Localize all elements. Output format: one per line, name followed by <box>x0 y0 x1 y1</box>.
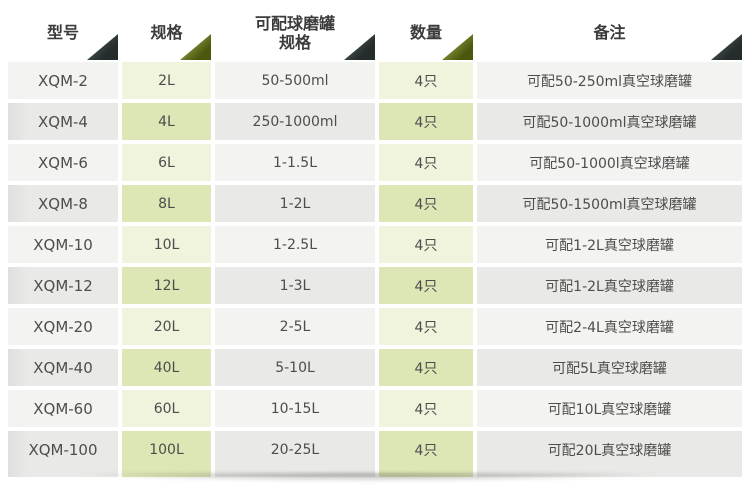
header-label-note: 备注 <box>593 23 626 43</box>
cell-spec: 10L <box>122 226 211 263</box>
header-cell-model: 型号 <box>8 8 118 60</box>
cell-model: XQM-40 <box>8 349 118 386</box>
header-corner-triangle <box>180 34 211 60</box>
header-label-quantity: 数量 <box>409 23 442 43</box>
header-cell-note: 备注 <box>477 8 742 60</box>
header-label-model: 型号 <box>46 23 79 43</box>
cell-spec: 100L <box>122 431 211 477</box>
cell-quantity: 4只 <box>379 390 473 427</box>
cell-spec: 40L <box>122 349 211 386</box>
cell-note: 可配50-250ml真空球磨罐 <box>477 62 742 99</box>
table-row: XQM-8 8L 1-2L 4只 可配50-1500ml真空球磨罐 <box>8 185 742 222</box>
table-row: XQM-12 12L 1-3L 4只 可配1-2L真空球磨罐 <box>8 267 742 304</box>
cell-note: 可配50-1000l真空球磨罐 <box>477 144 742 181</box>
header-corner-triangle <box>711 34 742 60</box>
header-corner-triangle <box>442 34 473 60</box>
cell-model: XQM-6 <box>8 144 118 181</box>
table-row: XQM-4 4L 250-1000ml 4只 可配50-1000ml真空球磨罐 <box>8 103 742 140</box>
cell-quantity: 4只 <box>379 431 473 477</box>
cell-model: XQM-10 <box>8 226 118 263</box>
header-cell-spec: 规格 <box>122 8 211 60</box>
header-cell-quantity: 数量 <box>379 8 473 60</box>
table-row: XQM-40 40L 5-10L 4只 可配5L真空球磨罐 <box>8 349 742 386</box>
cell-jar-spec: 1-2L <box>215 185 375 222</box>
cell-model: XQM-12 <box>8 267 118 304</box>
cell-jar-spec: 1-1.5L <box>215 144 375 181</box>
cell-note: 可配50-1500ml真空球磨罐 <box>477 185 742 222</box>
cell-model: XQM-60 <box>8 390 118 427</box>
cell-model: XQM-2 <box>8 62 118 99</box>
cell-quantity: 4只 <box>379 62 473 99</box>
cell-note: 可配50-1000ml真空球磨罐 <box>477 103 742 140</box>
cell-jar-spec: 50-500ml <box>215 62 375 99</box>
cell-spec: 4L <box>122 103 211 140</box>
table-row: XQM-20 20L 2-5L 4只 可配2-4L真空球磨罐 <box>8 308 742 345</box>
cell-quantity: 4只 <box>379 349 473 386</box>
table-drop-shadow <box>16 473 718 484</box>
cell-quantity: 4只 <box>379 144 473 181</box>
cell-jar-spec: 2-5L <box>215 308 375 345</box>
table-row: XQM-10 10L 1-2.5L 4只 可配1-2L真空球磨罐 <box>8 226 742 263</box>
cell-jar-spec: 10-15L <box>215 390 375 427</box>
cell-spec: 12L <box>122 267 211 304</box>
cell-spec: 2L <box>122 62 211 99</box>
cell-note: 可配1-2L真空球磨罐 <box>477 226 742 263</box>
cell-jar-spec: 1-2.5L <box>215 226 375 263</box>
header-corner-triangle <box>87 34 118 60</box>
cell-note: 可配2-4L真空球磨罐 <box>477 308 742 345</box>
table-row: XQM-6 6L 1-1.5L 4只 可配50-1000l真空球磨罐 <box>8 144 742 181</box>
header-row: 型号 规格 可配球磨罐 规格 数量 备注 <box>8 8 742 60</box>
cell-quantity: 4只 <box>379 185 473 222</box>
cell-spec: 60L <box>122 390 211 427</box>
cell-quantity: 4只 <box>379 103 473 140</box>
table-body: XQM-2 2L 50-500ml 4只 可配50-250ml真空球磨罐 XQM… <box>8 62 742 477</box>
cell-note: 可配5L真空球磨罐 <box>477 349 742 386</box>
cell-model: XQM-4 <box>8 103 118 140</box>
table-row: XQM-100 100L 20-25L 4只 可配20L真空球磨罐 <box>8 431 742 477</box>
table-row: XQM-2 2L 50-500ml 4只 可配50-250ml真空球磨罐 <box>8 62 742 99</box>
header-cell-jar-spec: 可配球磨罐 规格 <box>215 8 375 60</box>
cell-jar-spec: 250-1000ml <box>215 103 375 140</box>
cell-quantity: 4只 <box>379 308 473 345</box>
spec-table: 型号 规格 可配球磨罐 规格 数量 备注 XQM-2 2L 50-5 <box>8 8 742 477</box>
cell-spec: 8L <box>122 185 211 222</box>
cell-model: XQM-8 <box>8 185 118 222</box>
cell-quantity: 4只 <box>379 267 473 304</box>
cell-spec: 20L <box>122 308 211 345</box>
cell-note: 可配20L真空球磨罐 <box>477 431 742 477</box>
cell-model: XQM-100 <box>8 431 118 477</box>
cell-jar-spec: 1-3L <box>215 267 375 304</box>
cell-model: XQM-20 <box>8 308 118 345</box>
cell-jar-spec: 20-25L <box>215 431 375 477</box>
header-corner-triangle <box>344 34 375 60</box>
cell-note: 可配10L真空球磨罐 <box>477 390 742 427</box>
cell-spec: 6L <box>122 144 211 181</box>
cell-note: 可配1-2L真空球磨罐 <box>477 267 742 304</box>
cell-jar-spec: 5-10L <box>215 349 375 386</box>
header-label-jar-spec: 可配球磨罐 规格 <box>254 13 335 52</box>
header-label-spec: 规格 <box>150 23 183 43</box>
table-row: XQM-60 60L 10-15L 4只 可配10L真空球磨罐 <box>8 390 742 427</box>
cell-quantity: 4只 <box>379 226 473 263</box>
